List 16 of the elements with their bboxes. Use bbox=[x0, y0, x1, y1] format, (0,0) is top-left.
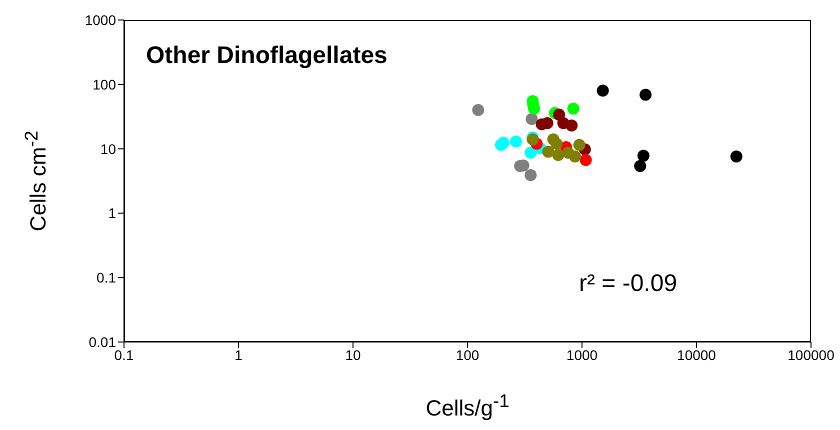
y-tick-label: 0.01 bbox=[88, 334, 116, 350]
x-tick-label: 1000 bbox=[566, 346, 598, 363]
x-tick-label: 0.1 bbox=[114, 346, 134, 363]
annotation: r² = -0.09 bbox=[579, 270, 678, 298]
y-tick-label: 1000 bbox=[84, 12, 116, 28]
x-tick-label: 10 bbox=[345, 346, 361, 363]
x-axis-title: Cells/g$^{-1}$ bbox=[424, 390, 510, 422]
x-tick-label: 100000 bbox=[788, 346, 835, 363]
y-tick-label: 10 bbox=[100, 140, 116, 157]
text: Other Dinoflagellates bbox=[146, 42, 388, 70]
y-tick-label: 0.1 bbox=[96, 270, 116, 286]
y-tick-label: 1 bbox=[108, 205, 116, 222]
y-tick-label: 100 bbox=[92, 76, 116, 92]
x-tick-label: 100 bbox=[456, 346, 480, 363]
x-tick-label: 1 bbox=[234, 346, 243, 363]
x-tick-label: 10000 bbox=[677, 346, 716, 363]
